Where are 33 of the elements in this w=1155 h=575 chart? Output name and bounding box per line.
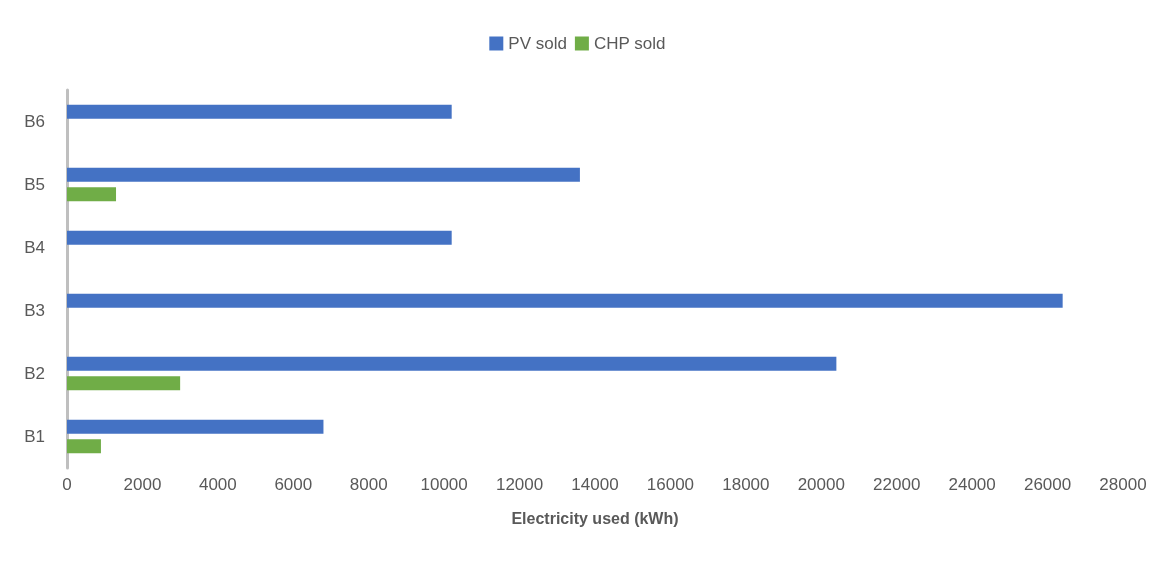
y-tick-label: B4 bbox=[24, 238, 45, 257]
x-tick-label: 0 bbox=[62, 475, 72, 494]
x-tick-label: 6000 bbox=[274, 475, 313, 494]
bar bbox=[67, 167, 580, 182]
y-tick-label: B5 bbox=[24, 175, 45, 194]
x-tick-label: 12000 bbox=[495, 475, 544, 494]
bar bbox=[67, 356, 837, 371]
bar bbox=[67, 104, 452, 119]
x-tick-label: 8000 bbox=[349, 475, 388, 494]
x-tick-label: 14000 bbox=[571, 475, 619, 494]
x-tick-label: 4000 bbox=[198, 475, 237, 494]
bar bbox=[67, 439, 101, 454]
x-tick-label: 10000 bbox=[420, 475, 468, 494]
x-tick-label: 2000 bbox=[123, 475, 162, 494]
x-tick-label: 20000 bbox=[797, 475, 845, 494]
x-tick-label: 16000 bbox=[646, 475, 695, 494]
x-tick-label: 26000 bbox=[1023, 475, 1072, 494]
x-tick-label: 28000 bbox=[1099, 475, 1147, 494]
bar bbox=[67, 293, 1063, 308]
x-tick-label: 22000 bbox=[873, 475, 921, 494]
y-tick-label: B6 bbox=[24, 112, 45, 131]
bar bbox=[67, 376, 181, 391]
y-tick-label: B2 bbox=[24, 364, 45, 383]
legend-label: CHP sold bbox=[593, 34, 666, 53]
y-tick-label: B1 bbox=[24, 427, 45, 446]
bar bbox=[67, 230, 452, 245]
x-tick-label: 24000 bbox=[948, 475, 996, 494]
x-tick-label: 18000 bbox=[722, 475, 770, 494]
y-tick-label: B3 bbox=[24, 301, 45, 320]
legend-label: PV sold bbox=[508, 34, 567, 53]
bar bbox=[67, 187, 117, 202]
x-axis-title: Electricity used (kWh) bbox=[511, 509, 679, 527]
bar bbox=[67, 419, 324, 434]
